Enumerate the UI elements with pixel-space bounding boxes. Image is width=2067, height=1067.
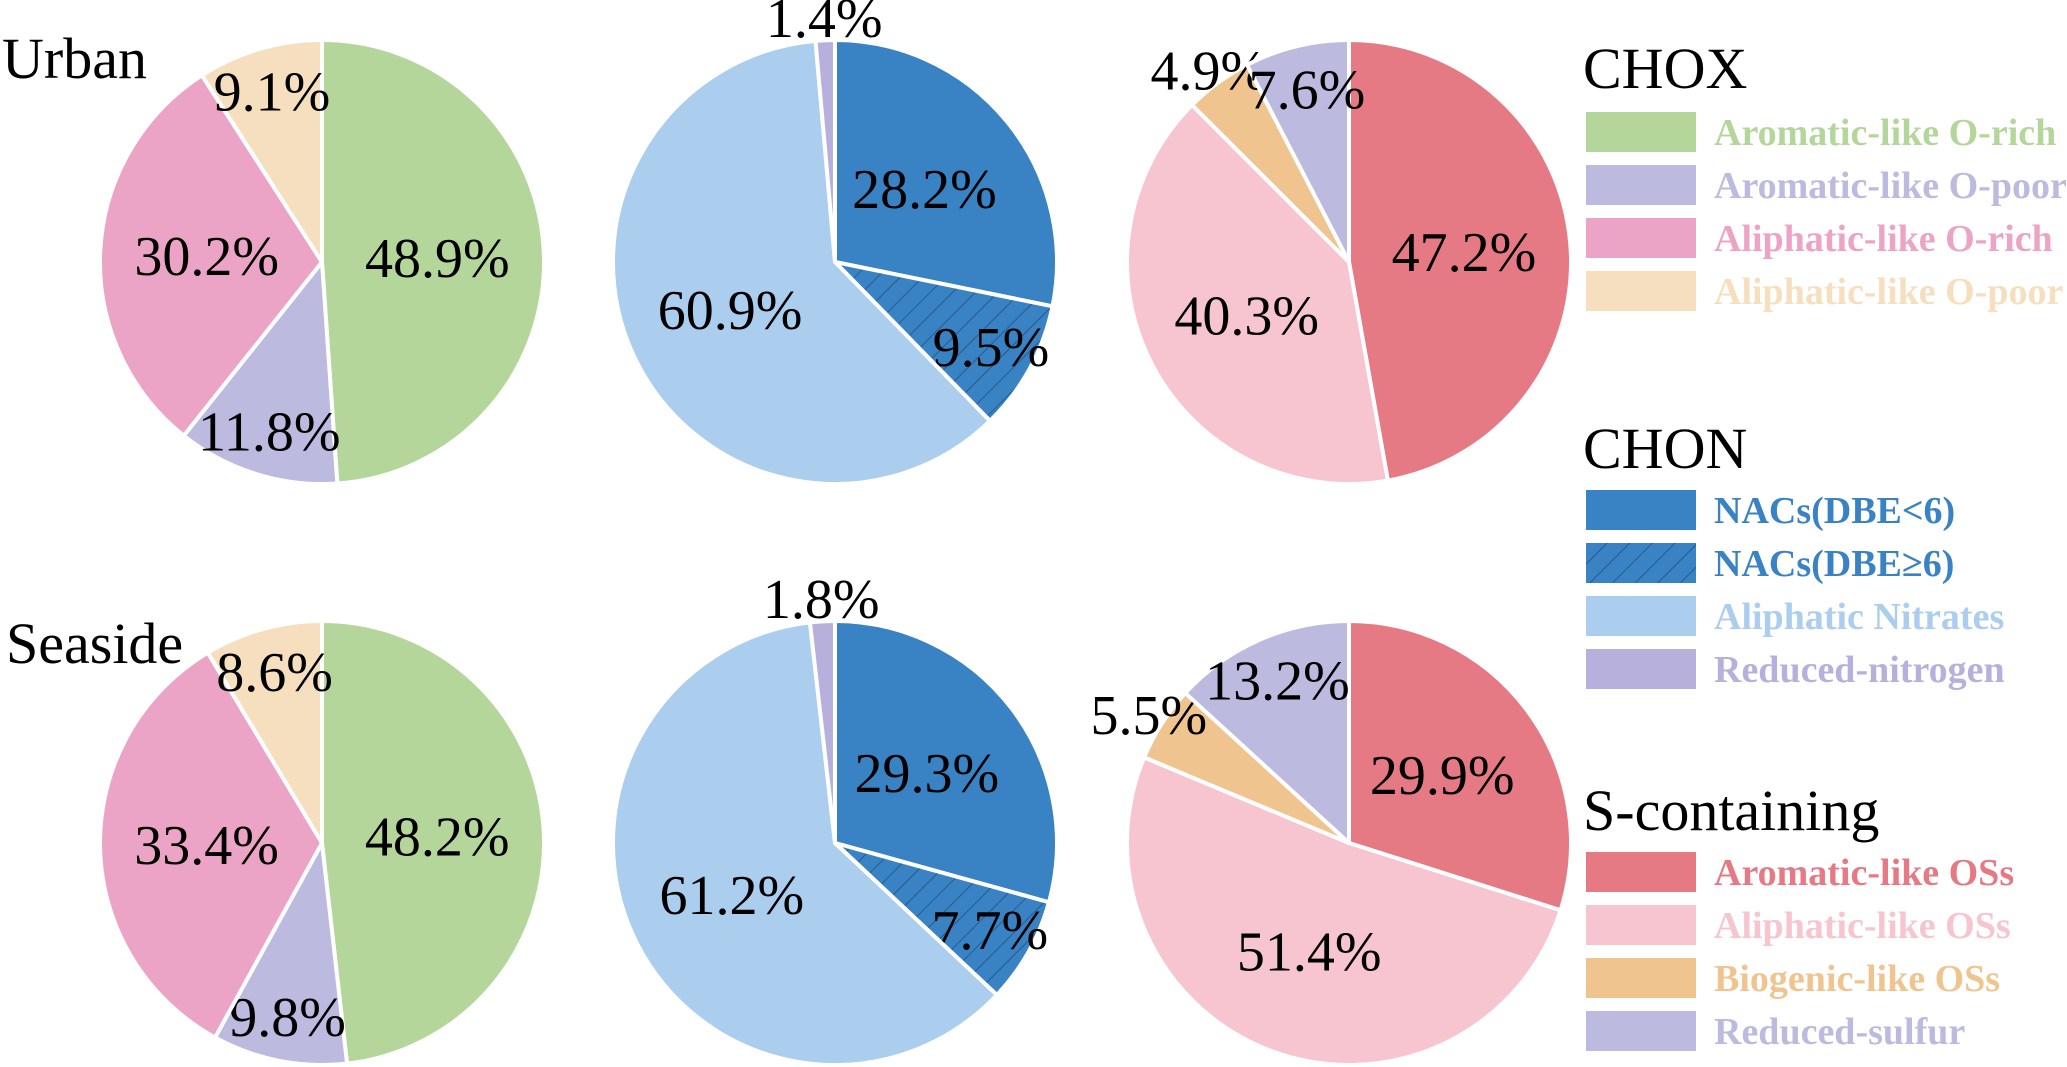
pie-slice (199, 38, 324, 264)
slice-label: 11.8% (198, 402, 341, 464)
legend-swatch (1586, 271, 1696, 311)
legend-item-label: Biogenic-like OSs (1714, 958, 2000, 1000)
legend-swatch (1586, 905, 1696, 945)
legend-item-label: Aliphatic Nitrates (1714, 596, 2004, 638)
slice-label: 29.3% (855, 743, 1000, 805)
slice-label: 13.2% (1205, 650, 1350, 712)
legend-item-label: Aliphatic-like OSs (1714, 905, 2011, 947)
slice-label: 47.2% (1392, 222, 1537, 284)
slice-label: 40.3% (1174, 285, 1319, 347)
pie-slice (1183, 619, 1351, 845)
legend-swatch (1586, 165, 1696, 205)
legend-title: CHOX (1583, 36, 1747, 101)
pie-slice (611, 38, 992, 486)
legend: CHOX Aromatic-like O-rich Aromatic-like O-… (1583, 36, 2067, 1053)
legend-swatch (1586, 649, 1696, 689)
pie-slice (1347, 619, 1573, 913)
slice-label: 30.2% (134, 226, 279, 288)
pie-slice (807, 619, 837, 845)
legend-item-label: Reduced-nitrogen (1714, 649, 2005, 691)
pie-seaside-chox: 48.2% 9.8% 33.4% 8.6% (98, 619, 546, 1067)
pie-urban-chox: 48.9% 11.8% 30.2% 9.1% (98, 38, 546, 486)
pie-urban-s-containing: 47.2% 40.3% 4.9%7.6% (1125, 38, 1573, 486)
pie-slice (1124, 755, 1563, 1067)
row-label-seaside: Seaside (6, 611, 183, 676)
slice-label: 61.2% (659, 865, 804, 927)
legend-item-label: Reduced-sulfur (1714, 1011, 1965, 1053)
legend-item-label: Aromatic-like O-rich (1714, 112, 2056, 154)
pie-slice (320, 38, 546, 486)
slice-label: 7.6% (1249, 59, 1366, 121)
legend-group-chon: CHON NACs(DBE<6) NACs(DBE≥6) Aliphatic Nitr… (1583, 416, 2005, 691)
slice-label: 1.8% (763, 569, 880, 631)
pie-slice (98, 73, 324, 438)
pie-slice (833, 38, 1059, 309)
legend-swatch (1586, 218, 1696, 258)
legend-title: CHON (1583, 416, 1747, 481)
legend-swatch (1586, 543, 1696, 583)
legend-swatch (1586, 112, 1696, 152)
pie-slice (1244, 38, 1351, 264)
pie-slice (833, 260, 1055, 423)
legend-swatch (1586, 958, 1696, 998)
slice-label: 48.2% (365, 806, 510, 868)
legend-title: S-containing (1583, 778, 1879, 843)
slice-label: 8.6% (216, 642, 333, 704)
pie-slice (833, 619, 1059, 905)
slice-label: 48.9% (365, 228, 510, 290)
legend-item-label: Aromatic-like OSs (1714, 852, 2014, 894)
legend-swatch (1586, 490, 1696, 530)
legend-item-label: Aromatic-like O-poor (1714, 165, 2067, 207)
pie-slice (1125, 103, 1390, 486)
slice-label: 4.9% (1150, 40, 1267, 102)
slice-label: 60.9% (658, 280, 803, 342)
legend-item-label: NACs(DBE<6) (1714, 490, 1955, 532)
legend-item-label: NACs(DBE≥6) (1714, 543, 1954, 585)
slice-label: 29.9% (1370, 745, 1515, 807)
pie-urban-chon: 28.2% 9.5% 60.9% 1.4% (611, 0, 1059, 486)
slice-label: 51.4% (1237, 921, 1382, 983)
pie-slice (205, 619, 324, 845)
legend-swatch (1586, 852, 1696, 892)
legend-item-label: Aliphatic-like O-rich (1714, 218, 2053, 260)
legend-item-label: Aliphatic-like O-poor (1714, 271, 2064, 313)
row-label-urban: Urban (2, 26, 147, 91)
legend-group-chox: CHOX Aromatic-like O-rich Aromatic-like O-… (1583, 36, 2067, 313)
legend-swatch (1586, 596, 1696, 636)
slice-label: 9.8% (229, 987, 346, 1049)
slice-label: 28.2% (852, 159, 997, 221)
slice-label: 33.4% (134, 815, 279, 877)
pie-slice (98, 650, 324, 1040)
pie-slice (181, 260, 340, 486)
legend-group-s-containing: S-containing Aromatic-like OSs Aliphatic-l… (1583, 778, 2014, 1053)
pie-slice (833, 841, 1051, 997)
pie-slice (320, 619, 546, 1066)
pie-slice (1347, 38, 1573, 483)
pie-seaside-s-containing: 29.9%51.4%5.5%13.2% (1091, 619, 1573, 1067)
pies: 48.9% 11.8% 30.2% 9.1% 28.2% 9.5% 60.9% 1.4% 47.… (98, 0, 1573, 1067)
pie-slice (213, 841, 350, 1067)
pie-slice (611, 620, 999, 1067)
slice-label: 9.1% (214, 62, 331, 124)
legend-swatch (1586, 1011, 1696, 1051)
pie-slice (813, 38, 837, 264)
slice-label: 1.4% (766, 0, 883, 50)
slice-label: 9.5% (933, 317, 1050, 379)
pie-seaside-chon: 29.3%7.7%61.2%1.8% (611, 569, 1059, 1067)
